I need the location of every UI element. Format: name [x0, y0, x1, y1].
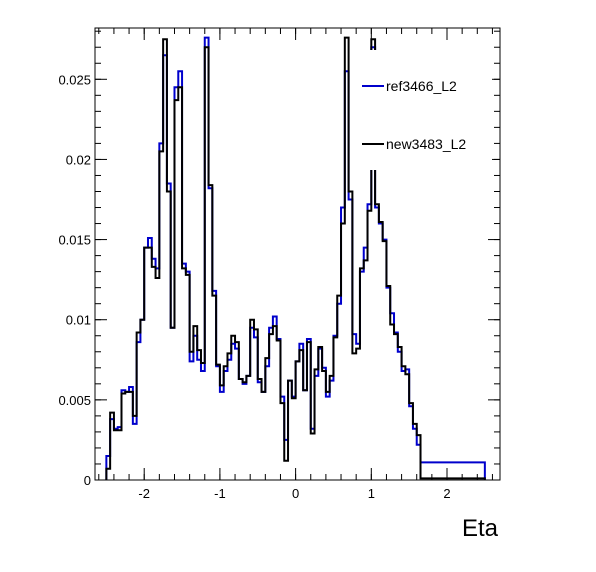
legend-box [356, 50, 492, 170]
series-line-new3483_L2 [105, 36, 486, 480]
x-tick-label: 0 [292, 486, 299, 501]
x-tick-label: -1 [214, 486, 226, 501]
plot-border [94, 27, 501, 481]
x-tick-label: 1 [368, 486, 375, 501]
legend: ref3466_L2 new3483_L2 [356, 50, 492, 170]
x-tick-label: -2 [138, 486, 150, 501]
y-tick-label: 0.02 [66, 152, 91, 167]
y-tick-label: 0.005 [58, 393, 91, 408]
y-tick-label: 0 [84, 473, 91, 488]
y-tick-label: 0.01 [66, 313, 91, 328]
plot-frame [94, 27, 501, 481]
y-tick-label: 0.025 [58, 72, 91, 87]
series-layer [105, 36, 486, 480]
legend-label: new3483_L2 [386, 136, 466, 152]
legend-label: ref3466_L2 [386, 78, 457, 94]
x-tick-label: 2 [443, 486, 450, 501]
x-axis-label: Eta [462, 515, 499, 542]
axes-layer: -2 -1 0 1 2 0 0.005 0.01 0.015 0.02 0.025 [58, 28, 500, 501]
y-tick-label: 0.015 [58, 233, 91, 248]
